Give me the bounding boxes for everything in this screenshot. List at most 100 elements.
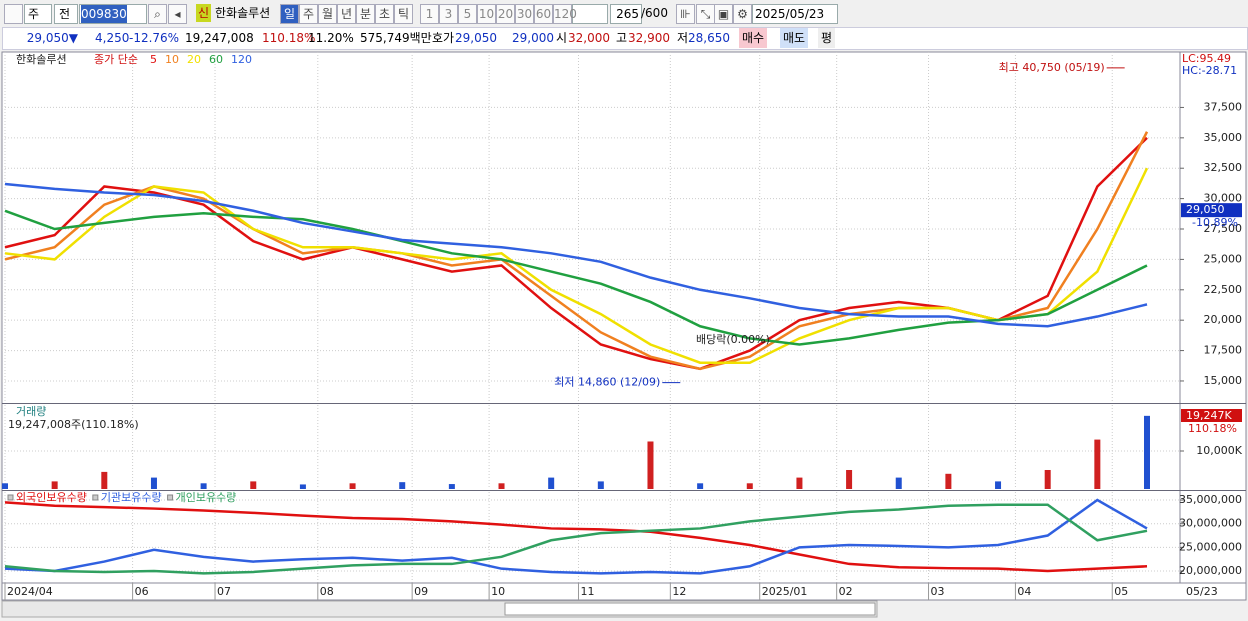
low-note: 최저 14,860 (12/09)	[554, 376, 660, 389]
high: 32,900	[628, 31, 670, 45]
toolbar-button[interactable]: 3	[439, 4, 458, 24]
volume-bar	[746, 483, 753, 489]
toolbar-button[interactable]: 주	[299, 4, 318, 24]
prev-select[interactable]: 전	[54, 4, 78, 24]
toolbar-button[interactable]: 60	[534, 4, 553, 24]
toolbar-button[interactable]: 120	[553, 4, 577, 24]
volume-bar	[399, 482, 406, 489]
save-button[interactable]: ▣	[714, 4, 733, 24]
period-select[interactable]: 주	[24, 4, 52, 24]
volume-bar	[647, 441, 654, 489]
high-label: 고	[616, 31, 628, 45]
volume-bar	[200, 483, 207, 489]
settings-button[interactable]: ⚙	[733, 4, 752, 24]
volume-bar	[1094, 439, 1101, 489]
volume-bar	[150, 477, 157, 489]
volume-bar	[548, 477, 555, 489]
code-input[interactable]: 009830	[79, 4, 147, 24]
menu-icon[interactable]	[4, 4, 23, 24]
legend-swatch	[167, 494, 174, 501]
volume-bar	[448, 484, 455, 489]
volume-subtitle: 19,247,008주(110.18%)	[8, 418, 139, 431]
toolbar-button[interactable]: 20	[496, 4, 515, 24]
last-price-marker	[1181, 203, 1242, 218]
amount: 575,749백만	[360, 31, 432, 45]
y-tick-label: 37,500	[1204, 100, 1243, 113]
toolbar-button[interactable]: 10	[477, 4, 496, 24]
volume-bar	[299, 484, 306, 489]
sell-button[interactable]: 매도	[780, 28, 809, 48]
last-volume: 19,247K	[1186, 409, 1232, 422]
tool-button[interactable]: ⤡	[696, 4, 715, 24]
count: 265	[616, 7, 639, 21]
volume-rate: 110.18%	[262, 31, 316, 45]
change: 4,250	[95, 31, 130, 45]
legend-entry: 개인보유수량	[176, 491, 237, 504]
toolbar-button[interactable]: 5	[458, 4, 477, 24]
volume: 19,247,008	[185, 31, 254, 45]
y-tick-label: 10,000K	[1196, 444, 1242, 457]
series-line	[4, 167, 1149, 364]
series-line	[4, 209, 1148, 346]
period: 주	[28, 7, 40, 21]
buy-button[interactable]: 매수	[739, 28, 768, 48]
toolbar-button[interactable]: 분	[356, 4, 375, 24]
volume-bar	[2, 483, 8, 489]
last-date: 05/23	[1186, 585, 1218, 598]
last-change: -10.89%	[1192, 216, 1238, 229]
open-label: 시	[556, 31, 568, 45]
toolbar-button[interactable]: 30	[515, 4, 534, 24]
y-tick-label: 22,500	[1204, 283, 1243, 296]
x-tick-label: 05	[1114, 585, 1128, 598]
high-note: 최고 40,750 (05/19)	[999, 61, 1105, 74]
volume-bar	[51, 481, 58, 489]
legend-entry: 60	[209, 53, 223, 66]
x-tick-label: 06	[135, 585, 149, 598]
code: 009830	[81, 5, 127, 23]
new-badge: 신	[196, 4, 212, 22]
search-button[interactable]: ⌕	[148, 4, 167, 24]
low: 28,650	[688, 31, 730, 45]
volume-bar	[796, 477, 803, 489]
x-axis-bg	[1, 582, 1247, 601]
toolbar-button[interactable]: 년	[337, 4, 356, 24]
y-tick-label: 30,000,000	[1179, 517, 1242, 530]
y-tick-label: 20,000	[1204, 313, 1243, 326]
prev: 전	[59, 7, 71, 21]
toolbar-button[interactable]: 틱	[394, 4, 413, 24]
count-max: /600	[641, 6, 668, 20]
volume-bar	[498, 483, 505, 489]
toolbar-button[interactable]: 1	[420, 4, 439, 24]
toolbar-button[interactable]: 초	[375, 4, 394, 24]
last-price: 29,050	[1186, 203, 1225, 216]
chart-type-button[interactable]: ⊪	[676, 4, 695, 24]
chart: 15,000 17,500 20,000 22,500 25,000 27,500 30,0…	[1, 51, 1247, 618]
toolbar-button[interactable]: 월	[318, 4, 337, 24]
date-input[interactable]: 2025/05/23	[752, 4, 838, 24]
y-tick-label: 15,000	[1204, 374, 1243, 387]
count-input[interactable]: 265	[610, 4, 642, 24]
x-tick-label: 12	[672, 585, 686, 598]
volume-bar	[1044, 469, 1051, 489]
toolbar-button[interactable]: 일	[280, 4, 299, 24]
y-tick-label: 32,500	[1204, 161, 1243, 174]
y-tick-label: 25,000	[1204, 252, 1243, 265]
volume-bar	[995, 481, 1002, 489]
volume-title: 거래량	[16, 405, 46, 418]
legend-prefix: 종가 단순	[94, 53, 138, 66]
legend-swatch	[7, 494, 14, 501]
sound-button[interactable]: ◂	[168, 4, 187, 24]
avg-button[interactable]: 평	[818, 28, 836, 48]
volume-bar	[349, 483, 356, 489]
turnover: 11.20%	[308, 31, 354, 45]
stock-label: 한화솔루션	[16, 53, 67, 66]
legend-swatch	[92, 494, 99, 501]
volume-bar	[1144, 415, 1150, 489]
scroll-thumb	[504, 602, 876, 616]
interval-input[interactable]	[572, 4, 608, 24]
last-volume-rate: 110.18%	[1188, 422, 1237, 435]
y-tick-label: 20,000,000	[1179, 564, 1242, 577]
change-rate: -12.76%	[129, 31, 180, 45]
open: 32,000	[568, 31, 610, 45]
